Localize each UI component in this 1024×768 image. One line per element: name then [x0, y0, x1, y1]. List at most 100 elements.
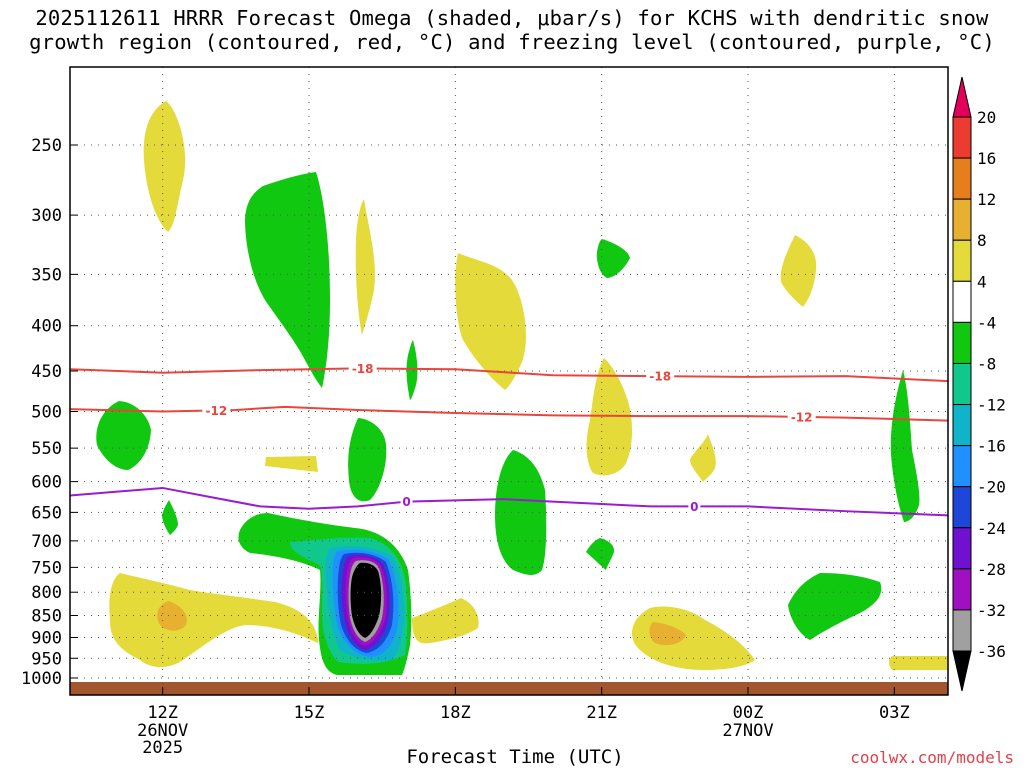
y-tick-label: 800	[31, 583, 62, 603]
contour-label-bg	[400, 494, 413, 509]
omega-blob	[890, 370, 920, 522]
x-tick-date: 26NOV	[137, 721, 188, 741]
omega-blob	[788, 573, 882, 640]
colorbar-swatch	[952, 568, 972, 611]
omega-blob	[455, 253, 526, 390]
x-tick-label: 15Z	[294, 703, 325, 723]
omega-blob	[586, 538, 615, 570]
colorbar-swatch	[952, 321, 972, 364]
colorbar: 20 16 12 8 4 -4 -8 -12 -16 -20 -24 -28 -32 -36	[952, 76, 1006, 692]
colorbar-swatch	[952, 445, 972, 488]
x-tick-year: 2025	[142, 738, 183, 758]
y-tick-label: 350	[31, 265, 62, 285]
contour-label: -12	[791, 410, 813, 424]
x-tick-label: 21Z	[586, 703, 617, 723]
y-tick-label: 950	[31, 649, 62, 669]
colorbar-swatch	[952, 486, 972, 529]
colorbar-level-label: 20	[977, 108, 996, 127]
contour-label-bg	[646, 369, 675, 384]
omega-blob	[355, 199, 375, 335]
x-tick-label: 00Z	[733, 703, 764, 723]
chart-title: 2025112611 HRRR Forecast Omega (shaded, …	[0, 6, 1024, 54]
y-tick-label: 1000	[21, 669, 62, 689]
colorbar-level-label: -36	[977, 642, 1006, 661]
y-tick-label: 600	[31, 473, 62, 493]
colorbar-level-label: -20	[977, 478, 1006, 497]
contour-label: -18	[649, 370, 671, 384]
x-axis-label: Forecast Time (UTC)	[406, 746, 624, 768]
x-tick-label: 12Z	[147, 703, 178, 723]
x-tick-date: 27NOV	[722, 721, 773, 741]
colorbar-level-label: -4	[977, 313, 996, 332]
y-tick-label: 300	[31, 206, 62, 226]
omega-blob	[631, 606, 755, 670]
omega-max	[649, 622, 686, 646]
colorbar-level-label: -24	[977, 519, 1006, 538]
title-line-1: 2025112611 HRRR Forecast Omega (shaded, …	[35, 6, 989, 30]
y-tick-label: 400	[31, 317, 62, 337]
contour-label: -18	[352, 362, 374, 376]
title-line-2: growth region (contoured, red, °C) and f…	[29, 30, 995, 54]
contour-label: 0	[690, 500, 698, 514]
colorbar-level-label: -8	[977, 354, 996, 373]
colorbar-level-label: 4	[977, 272, 987, 291]
omega-blob	[690, 434, 716, 482]
omega-blob	[143, 101, 186, 232]
colorbar-level-label: -16	[977, 437, 1006, 456]
omega-blob	[780, 235, 817, 307]
y-tick-label: 500	[31, 403, 62, 423]
colorbar-swatch	[952, 362, 972, 406]
omega-blob	[889, 656, 948, 670]
y-tick-label: 550	[31, 439, 62, 459]
contour-line	[69, 486, 949, 517]
omega-blob	[109, 573, 318, 668]
plot-frame	[69, 66, 949, 696]
contour-line	[69, 367, 949, 383]
colorbar-bottom-arrow	[952, 650, 972, 692]
credit-text: coolwx.com/models	[850, 748, 1014, 767]
colorbar-level-label: -12	[977, 396, 1006, 415]
colorbar-level-label: -28	[977, 560, 1006, 579]
y-tick-label: 250	[31, 136, 62, 156]
colorbar-level-label: 8	[977, 231, 987, 250]
y-tick-label: 650	[31, 503, 62, 523]
x-tick-label: 18Z	[440, 703, 471, 723]
contour-label-bg	[688, 499, 701, 514]
y-tick-label: 450	[31, 362, 62, 382]
y-axis: 2503003504004505005506006507007508008509…	[21, 136, 78, 689]
contour-label-bg	[202, 403, 231, 418]
colorbar-level-label: -32	[977, 601, 1006, 620]
colorbar-level-label: 12	[977, 190, 996, 209]
omega-blob	[96, 401, 151, 470]
omega-max	[157, 601, 187, 631]
colorbar-swatch	[952, 198, 972, 241]
colorbar-level-label: 16	[977, 149, 996, 168]
omega-blob	[406, 340, 418, 400]
colorbar-swatch	[952, 609, 972, 652]
omega-blob	[162, 500, 178, 535]
colorbar-swatch	[952, 157, 972, 200]
x-tick-label: 03Z	[879, 703, 910, 723]
omega-core	[350, 562, 382, 638]
contour-label-bg	[787, 409, 816, 424]
contour-label-bg	[348, 361, 377, 376]
colorbar-swatch	[952, 239, 972, 282]
surface-terrain	[70, 682, 948, 695]
colorbar-top-arrow	[952, 76, 972, 118]
omega-blob	[596, 239, 630, 278]
colorbar-swatch	[952, 280, 972, 323]
omega-blob	[495, 450, 547, 575]
omega-blob	[348, 418, 387, 502]
y-tick-label: 850	[31, 607, 62, 627]
isotherm-contours: -18 -18 -12 -12 0 0	[69, 361, 949, 517]
y-tick-label: 900	[31, 628, 62, 648]
contour-label: -12	[205, 404, 227, 418]
omega-blob	[265, 456, 318, 472]
contour-label: 0	[402, 495, 410, 509]
y-tick-label: 750	[31, 558, 62, 578]
colorbar-swatch	[952, 404, 972, 447]
y-tick-label: 700	[31, 532, 62, 552]
colorbar-swatch	[952, 527, 972, 570]
